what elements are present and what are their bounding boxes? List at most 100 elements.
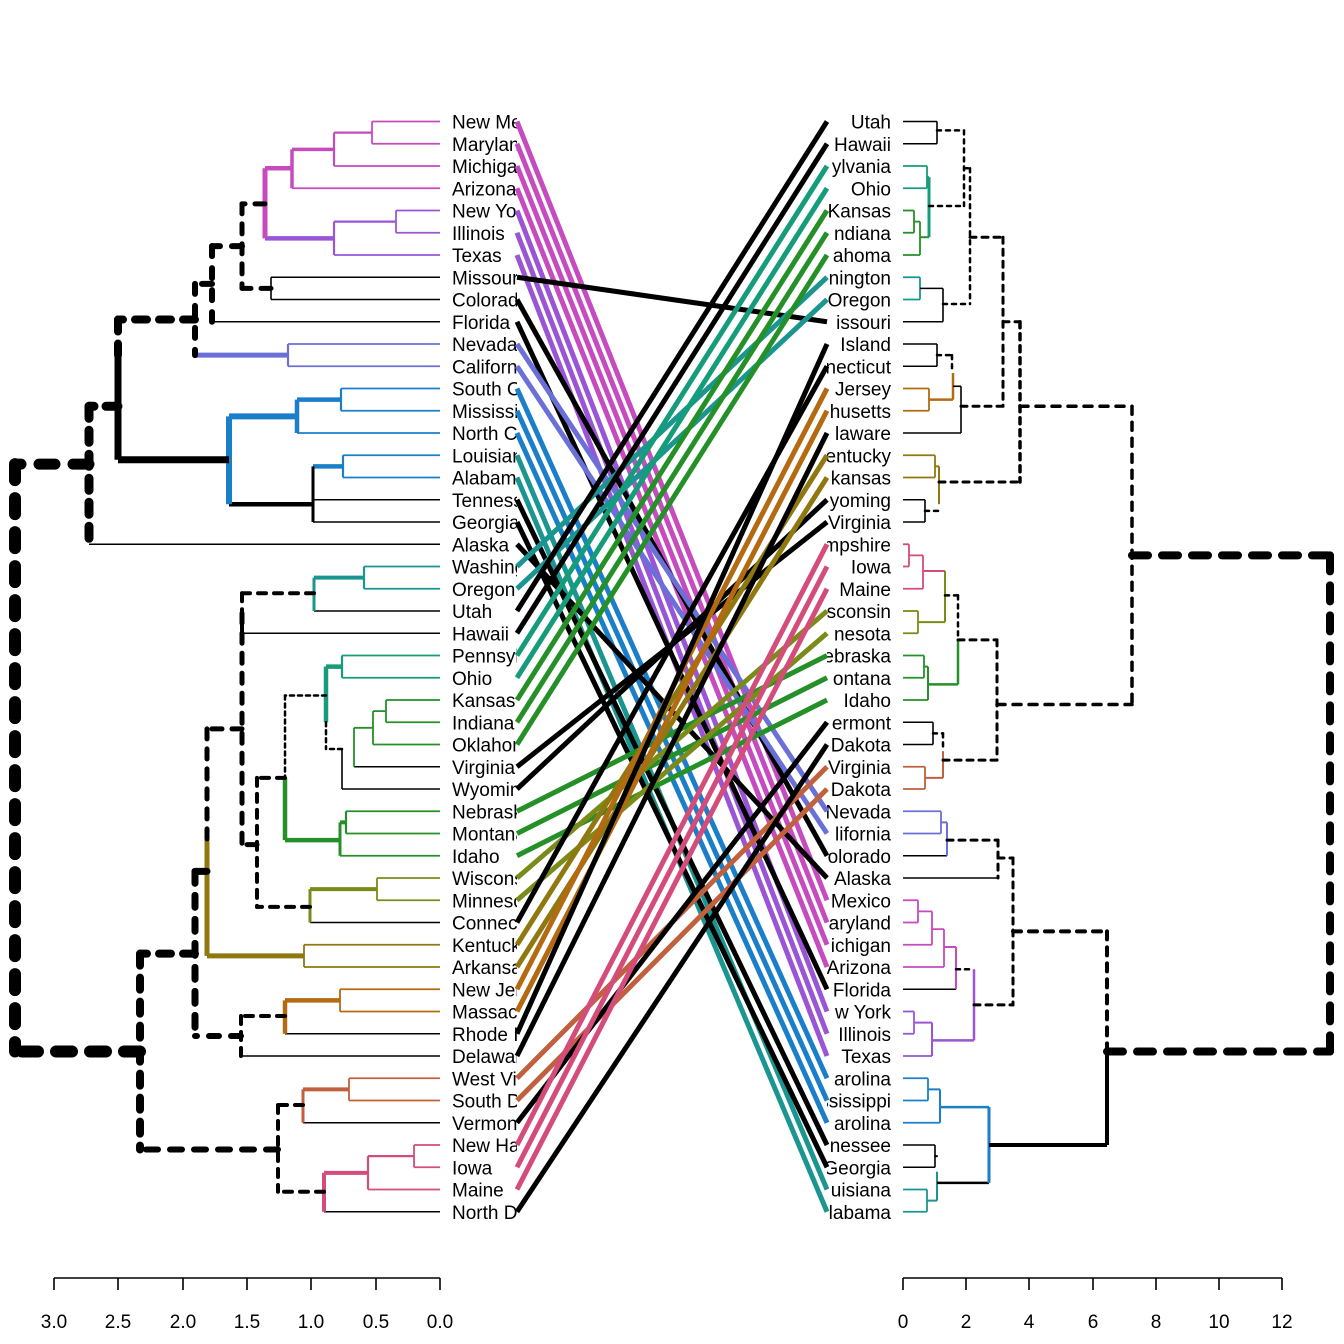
connector-line (515, 631, 829, 903)
left-leaf-label: Mississippi (452, 402, 544, 423)
connector-line (514, 142, 830, 635)
right-leaf-label: Jersey (835, 380, 891, 401)
right-leaf-label: ssissippi (819, 1092, 891, 1113)
connector-line (514, 543, 830, 1147)
left-leaf-label: Massachusetts (452, 1003, 579, 1024)
right-axis-tick-label: 10 (1208, 1312, 1229, 1333)
left-axis-tick-label: 0.5 (363, 1312, 389, 1333)
left-leaf-label: Louisiana (452, 446, 534, 467)
left-axis-tick-label: 0.0 (427, 1312, 453, 1333)
left-axis-tick-label: 1.5 (234, 1312, 260, 1333)
right-leaf-label: husetts (830, 402, 891, 423)
left-leaf-label: Illinois (452, 224, 505, 245)
right-leaf-label: Maine (839, 580, 891, 601)
right-leaf-label: Utah (851, 113, 891, 134)
left-leaf-label: Alaska (452, 535, 509, 556)
left-leaf-label: Oklahoma (452, 736, 539, 757)
left-leaf-label: Maine (452, 1181, 504, 1202)
right-leaf-label: arolina (834, 1069, 891, 1090)
left-leaf-label: North Carolina (452, 424, 575, 445)
right-leaf-label: necticut (826, 357, 892, 378)
left-leaf-label: Kansas (452, 691, 515, 712)
left-leaf-label: New Mexico (452, 113, 555, 134)
connector-line (514, 120, 830, 613)
left-leaf-label: Georgia (452, 513, 520, 534)
right-leaf-label: Oregon (828, 291, 891, 312)
right-leaf-label: kansas (831, 469, 891, 490)
left-leaf-label: Missouri (452, 268, 523, 289)
left-leaf-label: Kentucky (452, 936, 531, 957)
connector-line (514, 164, 830, 657)
connector-line (514, 431, 830, 1058)
left-leaf-label: Maryland (452, 135, 530, 156)
left-leaf-label: Oregon (452, 580, 515, 601)
right-leaf-label: Texas (841, 1047, 891, 1068)
connector-line (514, 364, 830, 835)
left-leaf-label: Arkansas (452, 958, 531, 979)
left-axis: 3.0 2.5 2.0 1.5 1.0 0.5 0.0 (41, 1277, 453, 1333)
right-leaf-label: arolina (834, 1114, 891, 1135)
right-leaf-label: Nevada (826, 802, 892, 823)
left-leaf-label: Florida (452, 313, 511, 334)
left-leaf-label: Connecticut (452, 914, 553, 935)
left-leaf-label: Arizona (452, 179, 517, 200)
connector-line (514, 165, 830, 946)
left-leaf-label: Alabama (452, 469, 527, 490)
right-leaf-label: Illinois (838, 1025, 891, 1046)
left-leaf-label: Idaho (452, 847, 500, 868)
right-leaf-label: Kansas (828, 202, 891, 223)
right-leaf-label: entucky (826, 446, 892, 467)
connector-line (514, 231, 830, 1035)
right-leaf-label: ndiana (834, 224, 891, 245)
right-leaf-label: w York (834, 1003, 891, 1024)
left-leaf-label: Rhode Island (452, 1025, 564, 1046)
right-leaf-label: lifornia (835, 825, 891, 846)
connector-line (514, 253, 830, 746)
left-leaf-label: Nevada (452, 335, 518, 356)
connector-line (515, 720, 829, 1125)
right-leaf-label: nesota (834, 624, 891, 645)
connector-line (514, 186, 830, 680)
right-leaf-label: Alaska (834, 869, 891, 890)
connector-line (514, 743, 830, 1214)
right-leaf-label: Dakota (831, 780, 892, 801)
right-leaf-label: olorado (828, 847, 891, 868)
left-axis-tick-label: 2.5 (105, 1312, 131, 1333)
left-leaf-label: Vermont (452, 1114, 523, 1135)
left-leaf-label: New York (452, 202, 533, 223)
right-leaf-label: sconsin (827, 602, 891, 623)
left-axis-tick-label: 2.0 (170, 1312, 196, 1333)
connector-line (514, 409, 830, 1013)
left-leaf-label: Pennsylvania (452, 647, 565, 668)
left-leaf-label: South Dakota (452, 1092, 568, 1113)
connector-line (514, 320, 830, 991)
connector-line (515, 675, 829, 836)
right-leaf-label: uisiana (831, 1181, 892, 1202)
connector-line (514, 120, 830, 902)
right-leaf-label: issouri (836, 313, 891, 334)
connector-line (515, 275, 829, 569)
left-leaf-label: Tennessee (452, 491, 544, 512)
left-leaf-label: South Carolina (452, 380, 578, 401)
left-leaf-label: Washington (452, 558, 552, 579)
left-leaf-label: Hawaii (452, 624, 509, 645)
right-leaf-label: nessee (830, 1136, 891, 1157)
connector-line (515, 297, 829, 591)
left-leaf-label: West Virginia (452, 1069, 564, 1090)
right-leaf-label: Island (840, 335, 891, 356)
connector-line (514, 342, 830, 813)
right-leaf-label: Florida (833, 980, 892, 1001)
connector-line (514, 342, 830, 1035)
right-leaf-label: Georgia (823, 1158, 891, 1179)
right-axis-tick-label: 12 (1271, 1312, 1292, 1333)
right-leaf-label: Mexico (831, 891, 891, 912)
right-leaf-label: ebraska (823, 647, 891, 668)
right-leaf-label: yoming (830, 491, 891, 512)
right-leaf-label: ermont (832, 713, 892, 734)
right-axis-tick-label: 6 (1088, 1312, 1099, 1333)
connector-line (514, 587, 830, 1191)
right-leaf-label: ontana (833, 669, 892, 690)
right-labels: UtahHawaiiylvaniaOhioKansasndianaahomani… (819, 113, 892, 1224)
